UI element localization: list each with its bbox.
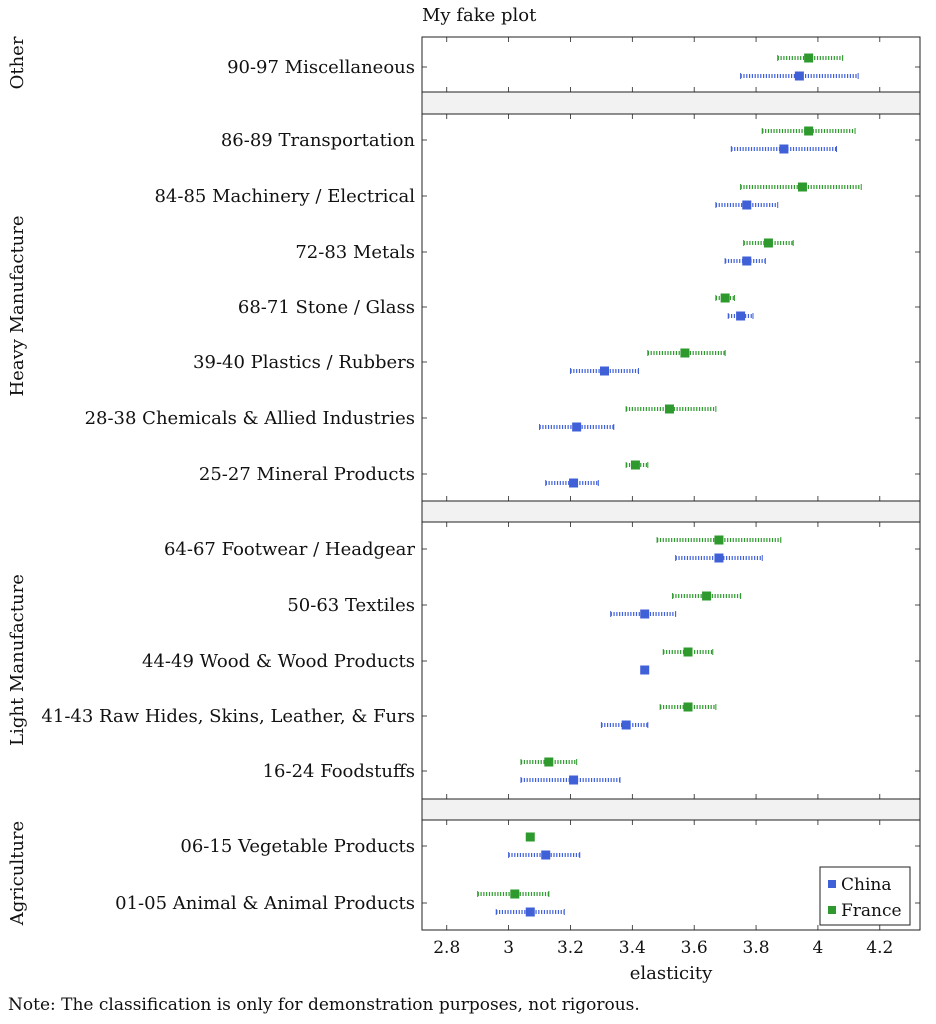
france-point (702, 591, 712, 601)
china-point (736, 311, 746, 321)
category-label: 64-67 Footwear / Headgear (164, 539, 415, 560)
group-label: Heavy Manufacture (7, 215, 28, 396)
france-point (630, 460, 640, 470)
x-tick-label: 2.8 (433, 938, 460, 958)
china-point (525, 907, 535, 917)
china-point (569, 775, 579, 785)
x-tick-label: 3.4 (619, 938, 646, 958)
category-label: 86-89 Transportation (221, 130, 416, 151)
france-point (683, 702, 693, 712)
category-label: 25-27 Mineral Products (199, 464, 415, 485)
chart-title: My fake plot (422, 5, 537, 26)
x-tick-label: 4.2 (866, 938, 893, 958)
france-point (804, 126, 814, 136)
panel-frame (421, 36, 921, 93)
china-point (794, 71, 804, 81)
france-point (664, 404, 674, 414)
panel-separator (421, 798, 921, 821)
x-axis-label: elasticity (630, 963, 713, 984)
china-point (640, 609, 650, 619)
x-tick-label: 3.8 (743, 938, 770, 958)
x-tick-label: 3.6 (681, 938, 708, 958)
category-label: 50-63 Textiles (287, 595, 415, 616)
x-tick-label: 4 (813, 938, 824, 958)
china-point (572, 422, 582, 432)
legend-swatch-china (828, 880, 836, 888)
group-label: Agriculture (7, 821, 28, 926)
china-point (742, 200, 752, 210)
category-label: 39-40 Plastics / Rubbers (193, 352, 415, 373)
france-point (510, 889, 520, 899)
france-point (763, 238, 773, 248)
france-point (680, 348, 690, 358)
china-point (569, 478, 579, 488)
panel-separator (421, 91, 921, 115)
category-label: 41-43 Raw Hides, Skins, Leather, & Furs (41, 706, 415, 727)
category-label: 72-83 Metals (295, 242, 415, 263)
china-point (621, 720, 631, 730)
category-label: 01-05 Animal & Animal Products (115, 893, 415, 914)
france-point (720, 293, 730, 303)
france-point (714, 535, 724, 545)
france-point (525, 832, 535, 842)
panel-frame (421, 521, 921, 800)
china-point (779, 144, 789, 154)
panel-separator (421, 500, 921, 523)
china-point (541, 850, 551, 860)
china-point (714, 553, 724, 563)
legend-label: France (841, 901, 902, 921)
china-point (599, 366, 609, 376)
category-label: 68-71 Stone / Glass (238, 297, 415, 318)
legend-box (819, 866, 911, 926)
panel-frame (421, 113, 921, 502)
category-label: 06-15 Vegetable Products (180, 836, 415, 857)
category-label: 90-97 Miscellaneous (227, 57, 415, 78)
france-point (544, 757, 554, 767)
china-point (640, 665, 650, 675)
france-point (797, 182, 807, 192)
legend-label: China (841, 875, 891, 895)
category-label: 84-85 Machinery / Electrical (154, 186, 415, 207)
category-label: 16-24 Foodstuffs (263, 761, 415, 782)
china-point (742, 256, 752, 266)
category-label: 28-38 Chemicals & Allied Industries (85, 408, 415, 429)
category-label: 44-49 Wood & Wood Products (142, 651, 415, 672)
group-label: Other (7, 36, 28, 89)
panel-frame (421, 819, 921, 931)
legend-swatch-france (828, 906, 836, 914)
france-point (683, 647, 693, 657)
group-label: Light Manufacture (7, 574, 28, 746)
x-tick-label: 3.2 (557, 938, 584, 958)
france-point (804, 53, 814, 63)
x-tick-label: 3 (503, 938, 514, 958)
chart-note: Note: The classification is only for dem… (8, 995, 640, 1015)
